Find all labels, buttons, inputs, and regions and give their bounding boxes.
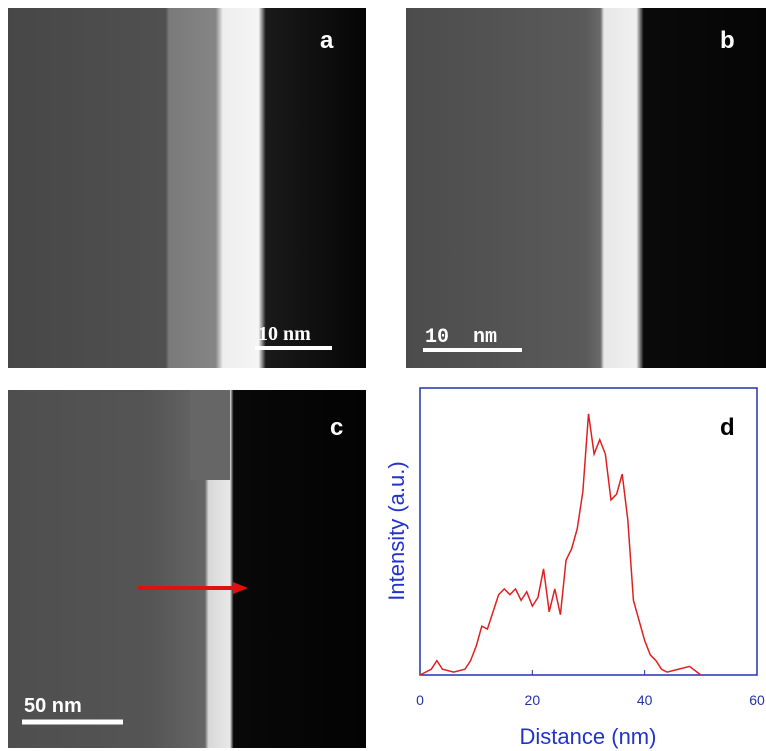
panel-label: b xyxy=(720,27,735,54)
panel-label: d xyxy=(720,414,735,441)
arrow-head xyxy=(233,582,248,594)
x-tick-label: 60 xyxy=(749,692,765,708)
intensity-line xyxy=(419,413,702,676)
image-c-shade xyxy=(190,390,230,480)
plot-frame xyxy=(419,387,758,676)
image-a xyxy=(8,8,366,368)
y-axis-label: Intensity (a.u.) xyxy=(384,461,409,600)
scale-bar-label: 10 nm xyxy=(258,323,311,345)
scale-bar-label: 10 nm xyxy=(425,326,497,349)
x-axis-label: Distance (nm) xyxy=(520,724,657,749)
image-c xyxy=(8,390,366,748)
x-tick-label: 40 xyxy=(637,692,653,708)
panel-label: a xyxy=(320,27,334,54)
x-tick-label: 20 xyxy=(525,692,541,708)
panel-label: c xyxy=(330,414,343,441)
scale-bar-label: 50 nm xyxy=(24,695,82,717)
x-tick-label: 0 xyxy=(416,692,424,708)
image-b xyxy=(406,8,766,368)
